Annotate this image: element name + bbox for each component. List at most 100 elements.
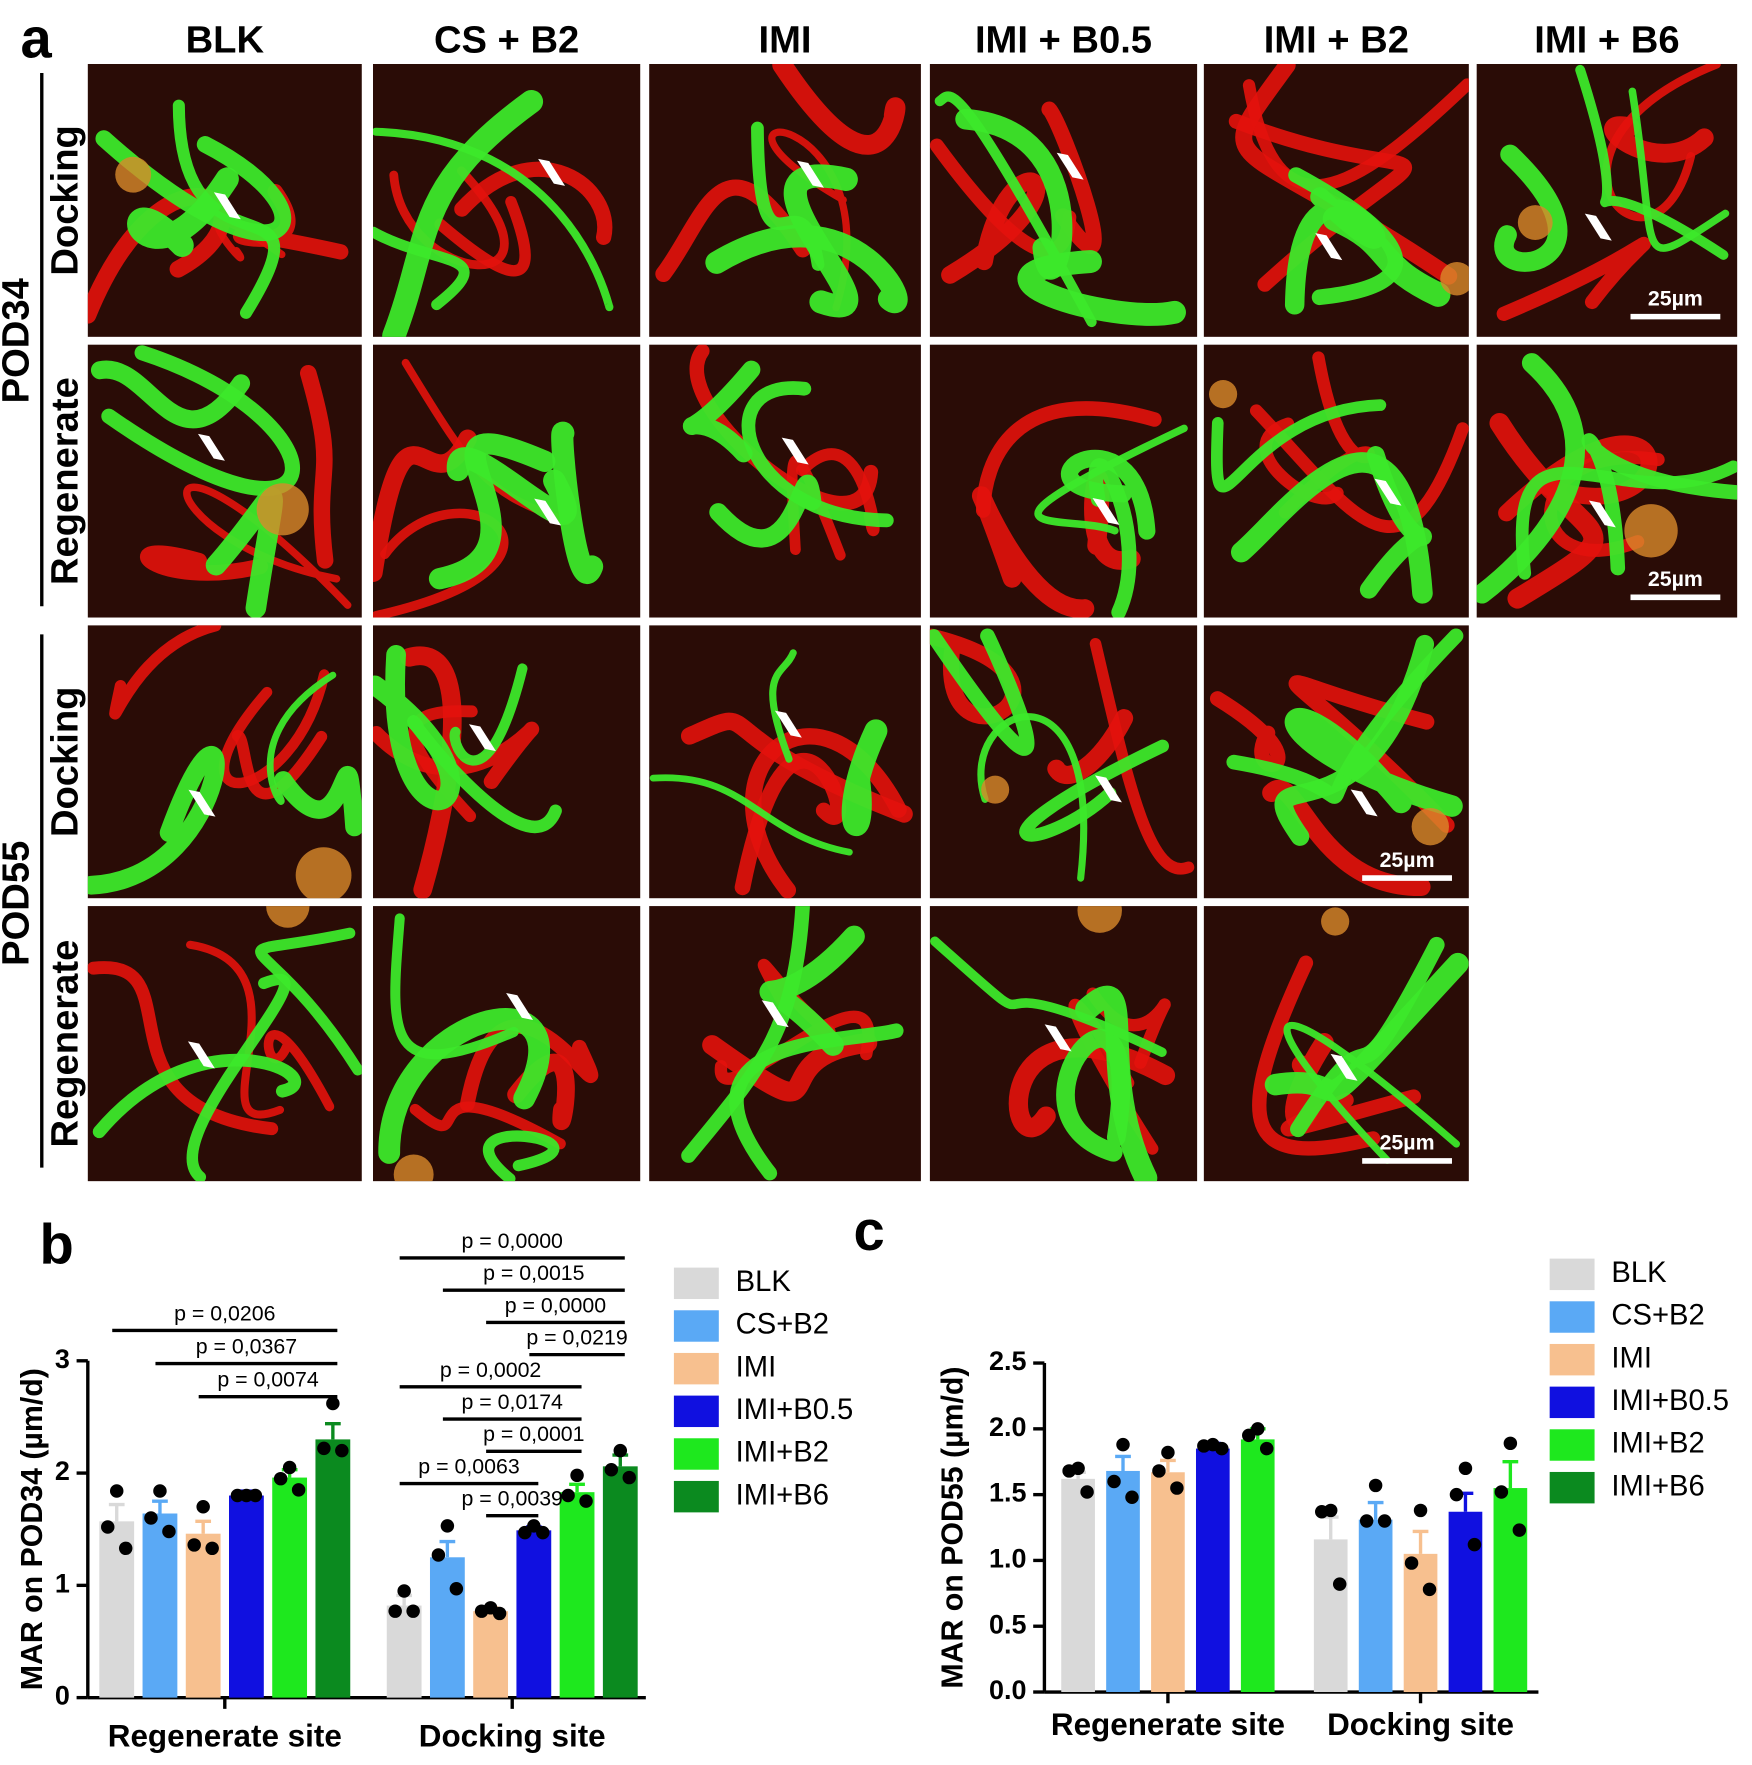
bar (559, 1492, 595, 1698)
data-point (273, 1471, 288, 1486)
error-bar (108, 1502, 125, 1522)
bar (602, 1466, 638, 1698)
bar (1240, 1439, 1275, 1693)
green-label (372, 127, 614, 312)
arrow (213, 192, 241, 220)
green-label (95, 130, 292, 242)
legend-label: IMI+B0.5 (736, 1394, 854, 1426)
data-point (613, 1443, 628, 1458)
micrograph (649, 344, 921, 618)
micrograph (1203, 344, 1469, 618)
micrograph-content (1209, 351, 1469, 604)
bar (272, 1477, 308, 1698)
red-label (929, 628, 1022, 725)
arrow (1588, 500, 1616, 528)
debris (1077, 906, 1122, 933)
red-label (971, 486, 1095, 618)
bar (142, 1513, 178, 1698)
green-label (482, 1130, 560, 1182)
micrograph (87, 344, 362, 618)
arrow (1584, 213, 1612, 241)
column-header: BLK (186, 19, 265, 62)
arrow (1095, 775, 1122, 803)
debris (1209, 380, 1238, 409)
green-label (681, 906, 810, 1163)
red-label (1047, 709, 1134, 784)
red-label (1041, 101, 1102, 255)
data-point (326, 1396, 340, 1411)
significance-label: p = 0,0001 (483, 1422, 584, 1446)
legend-label: IMI+B6 (736, 1479, 829, 1511)
y-tick-label: 0 (55, 1681, 70, 1711)
legend-label: CS+B2 (1611, 1300, 1704, 1332)
micrograph (929, 63, 1198, 337)
bar (315, 1439, 351, 1698)
bar (1493, 1488, 1528, 1693)
panel-label: a (20, 6, 52, 69)
green-label (1581, 433, 1738, 576)
green-label (407, 715, 562, 834)
arrow (538, 158, 566, 186)
green-label (930, 936, 1167, 1057)
arrow (781, 437, 809, 465)
legend-swatch (1549, 1471, 1595, 1504)
x-tick-label: Docking site (1327, 1707, 1514, 1742)
micrograph-content (1494, 63, 1730, 321)
data-point (492, 1606, 507, 1621)
data-point (1170, 1481, 1184, 1495)
data-point (248, 1488, 263, 1503)
x-tick-label: Docking site (419, 1718, 606, 1753)
red-label (1259, 417, 1344, 505)
data-point (109, 1484, 124, 1498)
micrograph-content (372, 89, 614, 337)
data-point (162, 1524, 176, 1539)
column-header: IMI + B2 (1264, 19, 1409, 62)
red-label (1252, 955, 1381, 1156)
bar (473, 1611, 509, 1698)
red-label (389, 166, 509, 270)
data-point (101, 1520, 115, 1534)
bar (386, 1605, 422, 1698)
legend-label: IMI+B2 (736, 1437, 829, 1469)
row-label: Regenerate (44, 377, 87, 585)
data-point (518, 1525, 532, 1540)
data-point (1197, 1439, 1211, 1453)
row-label: Docking (44, 687, 87, 838)
y-axis-label: MAR on POD55 (µm/d) (937, 1366, 970, 1688)
arrow (469, 724, 496, 752)
micrograph-content (682, 344, 894, 561)
bar (516, 1530, 552, 1698)
debris (393, 1154, 434, 1182)
micrograph (1203, 63, 1469, 337)
red-label (1496, 236, 1651, 321)
green-label (1211, 399, 1387, 493)
data-point (1332, 1577, 1347, 1591)
data-point (1152, 1464, 1166, 1478)
arrow (1056, 152, 1084, 180)
data-point (622, 1470, 637, 1485)
row-label: Regenerate (44, 940, 87, 1148)
micrograph-content (971, 401, 1188, 618)
green-label (255, 927, 362, 1076)
data-point (144, 1511, 158, 1525)
green-label (1285, 707, 1463, 817)
arrow (506, 993, 534, 1020)
green-label (274, 766, 362, 837)
micrograph-content (1228, 63, 1469, 315)
data-point (1215, 1441, 1229, 1456)
data-point (449, 1581, 464, 1596)
data-point (230, 1488, 245, 1503)
green-label (378, 1008, 550, 1164)
arrow (1315, 233, 1343, 261)
legend-swatch (1549, 1258, 1595, 1291)
red-label (1262, 779, 1431, 897)
data-point (317, 1441, 331, 1456)
legend-label: IMI+B0.5 (1611, 1385, 1729, 1417)
green-label (390, 913, 519, 1060)
data-point (579, 1494, 593, 1508)
debris (1321, 907, 1350, 936)
data-point (1467, 1537, 1482, 1552)
data-point (187, 1538, 201, 1552)
significance-label: p = 0,0219 (526, 1326, 627, 1350)
